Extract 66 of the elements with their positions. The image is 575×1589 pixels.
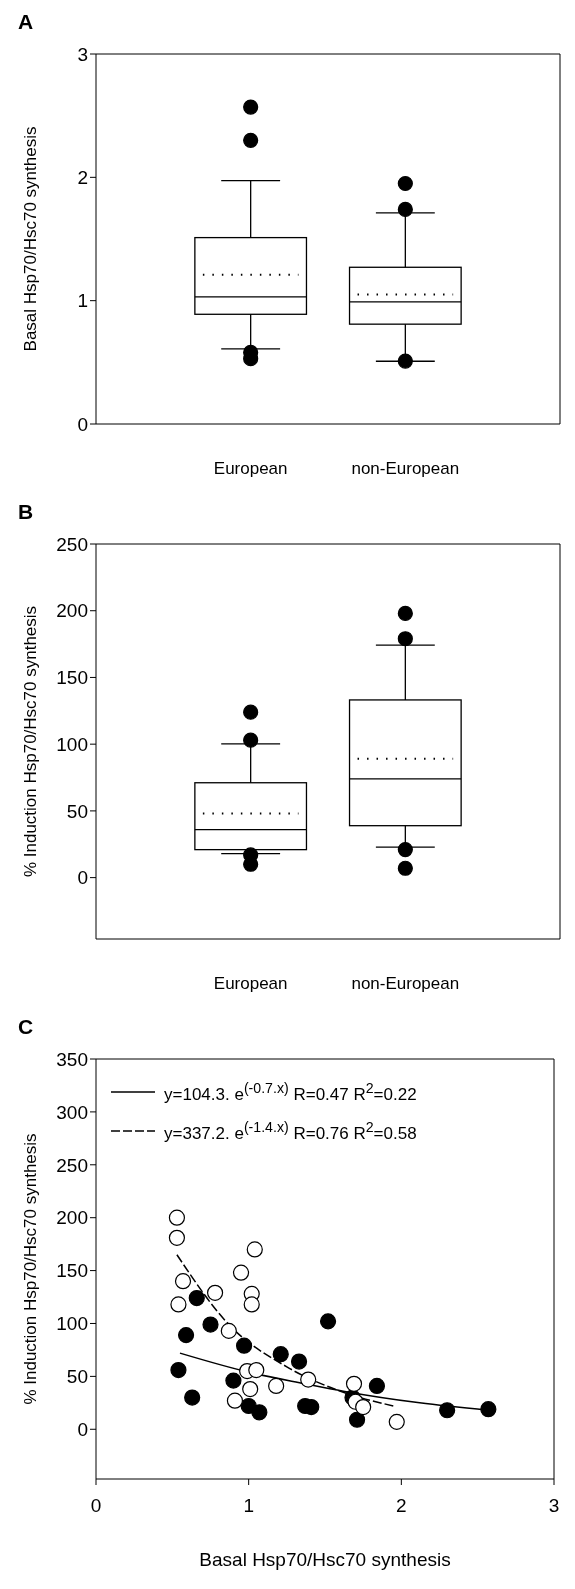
y-tick-label: 150 (56, 667, 88, 689)
point (168, 1229, 186, 1246)
legend-label: y=104.3. e$^{(-0.7.x)}$ R=0.47 R$^{2}$=0.22 (164, 1080, 417, 1105)
point (355, 1398, 372, 1416)
point (272, 1346, 289, 1363)
x-tick-label: European (213, 974, 288, 993)
point (170, 1296, 187, 1313)
chart-title: B (18, 500, 34, 524)
point (246, 1241, 263, 1258)
x-tick-label: European (213, 459, 288, 478)
y-tick-label: 50 (66, 1366, 88, 1388)
y-axis-title: % Induction Hsp70/Hsc70 synthesis (21, 1133, 41, 1405)
point (188, 1289, 205, 1307)
x-tick-label: 1 (243, 1495, 254, 1517)
x-tick-label: non-European (351, 974, 460, 993)
point (319, 1313, 337, 1330)
point (235, 1337, 253, 1354)
point (248, 1361, 265, 1379)
y-tick-label: 150 (56, 1260, 88, 1282)
y-tick-label: 350 (56, 1048, 88, 1070)
point (348, 1411, 366, 1428)
point (290, 1353, 308, 1370)
point (242, 1380, 259, 1398)
point (168, 1209, 186, 1226)
point (220, 1322, 237, 1339)
x-tick-label: 2 (396, 1495, 407, 1517)
y-tick-label: 250 (56, 533, 88, 555)
point (226, 1392, 244, 1409)
point (243, 1296, 260, 1313)
y-tick-label: 250 (56, 1154, 88, 1176)
y-tick-label: 100 (56, 1313, 88, 1335)
legend-label: y=337.2. e$^{(-1.4.x)}$ R=0.76 R$^{2}$=0.58 (164, 1118, 417, 1144)
point (251, 1404, 268, 1421)
y-tick-label: 300 (56, 1101, 88, 1123)
chart-title: A (18, 10, 34, 34)
point (345, 1375, 363, 1392)
point (439, 1402, 456, 1419)
y-tick-label: 2 (77, 167, 88, 189)
point (300, 1371, 317, 1388)
y-axis-title: Basal Hsp70/Hsc70 synthesis (21, 126, 41, 352)
point (480, 1401, 497, 1418)
point (388, 1413, 405, 1430)
y-tick-label: 200 (56, 600, 88, 622)
y-tick-label: 1 (77, 290, 88, 312)
y-tick-label: 0 (77, 1419, 88, 1441)
x-tick-label: non-European (351, 459, 460, 478)
y-axis-title: % Induction Hsp70/Hsc70 synthesis (21, 605, 41, 878)
point (225, 1372, 242, 1389)
chart-title: C (18, 1015, 34, 1039)
y-tick-label: 100 (56, 733, 88, 755)
y-tick-label: 0 (77, 413, 88, 435)
point (206, 1284, 224, 1301)
y-tick-label: 0 (77, 867, 88, 889)
point (202, 1316, 219, 1333)
x-axis-title: Basal Hsp70/Hsc70 synthesis (199, 1549, 451, 1570)
point (174, 1273, 192, 1290)
x-tick-label: 3 (548, 1495, 560, 1517)
point (170, 1361, 187, 1379)
point (368, 1377, 386, 1394)
point (268, 1377, 285, 1394)
point (184, 1389, 201, 1406)
point (177, 1327, 195, 1344)
y-tick-label: 200 (56, 1207, 88, 1229)
y-tick-label: 50 (66, 800, 88, 822)
point (232, 1264, 250, 1281)
y-tick-label: 3 (77, 43, 88, 65)
